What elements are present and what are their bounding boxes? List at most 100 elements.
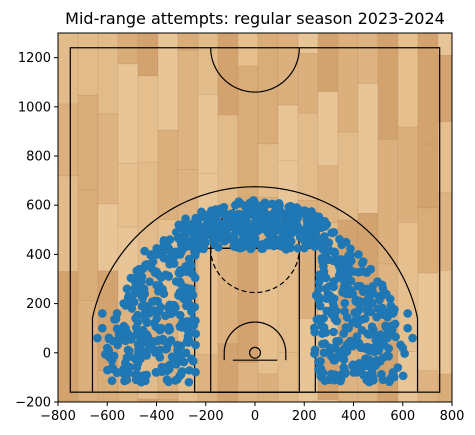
shot-point — [321, 284, 331, 293]
shot-point — [299, 236, 309, 245]
shot-point — [181, 348, 191, 358]
shot-point — [339, 363, 348, 372]
center-circle — [210, 47, 300, 93]
floor-plank — [437, 54, 452, 123]
shot-point — [381, 321, 390, 331]
shot-point — [310, 327, 320, 337]
shot-point — [375, 295, 384, 305]
restricted-area-arc — [223, 321, 287, 353]
floor-plank — [297, 53, 319, 114]
shot-point — [272, 238, 282, 248]
floor-plank — [58, 271, 79, 401]
shot-point — [213, 225, 223, 235]
shot-point — [162, 363, 171, 372]
floor-plank — [77, 94, 99, 191]
three-point-arc — [91, 186, 419, 319]
shot-point — [164, 377, 173, 387]
shot-point — [244, 230, 253, 240]
shot-point — [191, 367, 200, 377]
shot-point — [403, 309, 412, 318]
shot-point — [329, 277, 339, 286]
shot-point — [408, 333, 417, 343]
shot-point — [273, 225, 283, 235]
shot-point — [378, 284, 388, 294]
shot-point — [173, 340, 182, 350]
free-throw-circle-bottom — [210, 248, 300, 294]
floor-plank — [137, 398, 159, 402]
shot-point — [346, 244, 355, 254]
floor-plank — [217, 343, 239, 402]
shot-point — [140, 311, 149, 321]
shot-point — [133, 317, 143, 327]
shot-point — [364, 294, 373, 303]
x-tick-label: −600 — [89, 409, 125, 424]
shot-point — [360, 314, 370, 323]
floor-plank — [237, 65, 259, 198]
shot-point — [332, 337, 341, 346]
floor-plank — [257, 143, 279, 198]
floor-plank — [58, 175, 79, 272]
shot-point — [354, 250, 363, 259]
floor-plank — [317, 399, 339, 402]
floor-plank — [417, 272, 439, 371]
shot-point — [213, 242, 223, 252]
shot-point — [129, 297, 139, 307]
shot-point — [292, 214, 301, 223]
shot-point — [331, 306, 341, 316]
hardwood-floor — [58, 33, 452, 402]
shot-point — [368, 363, 378, 372]
shot-point — [388, 368, 398, 377]
shot-point — [359, 370, 368, 380]
shot-point — [134, 264, 144, 274]
shot-point — [136, 274, 145, 283]
shot-point — [184, 326, 193, 336]
floor-plank — [157, 129, 179, 220]
shot-point — [171, 355, 181, 365]
shot-point — [314, 292, 324, 302]
shot-point — [314, 284, 324, 294]
shot-point — [314, 314, 324, 324]
shot-point — [250, 218, 260, 227]
shot-point — [303, 221, 313, 231]
shot-point — [340, 298, 350, 308]
shot-point — [329, 294, 339, 303]
shot-point — [176, 245, 186, 254]
floor-plank — [77, 189, 99, 301]
shot-point — [383, 328, 393, 338]
shot-point — [194, 219, 203, 229]
floor-plank — [217, 114, 239, 205]
shot-point — [317, 321, 326, 330]
shot-point — [320, 236, 330, 245]
x-tick-label: 600 — [390, 409, 415, 424]
shot-point — [156, 273, 166, 282]
shot-point — [148, 297, 157, 306]
shot-point — [366, 264, 376, 274]
x-tick-label: 0 — [251, 409, 259, 424]
floor-plank — [397, 126, 419, 223]
shot-point — [164, 326, 174, 335]
shot-point — [189, 321, 199, 330]
floor-plank — [197, 242, 219, 356]
shot-point — [216, 204, 225, 214]
shot-point — [236, 238, 245, 247]
shot-point — [127, 304, 137, 313]
shot-point — [126, 334, 135, 344]
y-tick-label: 800 — [26, 150, 51, 165]
shot-point — [371, 335, 381, 345]
shot-point — [177, 223, 187, 233]
shot-point — [108, 336, 118, 346]
shot-point — [112, 368, 122, 377]
floor-plank — [237, 362, 259, 402]
floor-plank — [177, 49, 199, 170]
chart-title: Mid-range attempts: regular season 2023-… — [65, 9, 445, 28]
shot-point — [142, 370, 151, 380]
y-tick-label: 600 — [26, 199, 51, 214]
shot-point — [348, 361, 357, 371]
shot-point — [152, 267, 161, 276]
shot-point — [112, 309, 122, 318]
shot-point — [314, 365, 323, 374]
shot-point — [133, 339, 143, 349]
shot-point — [246, 238, 255, 247]
shot-point — [341, 237, 351, 247]
floor-plank — [97, 203, 119, 272]
